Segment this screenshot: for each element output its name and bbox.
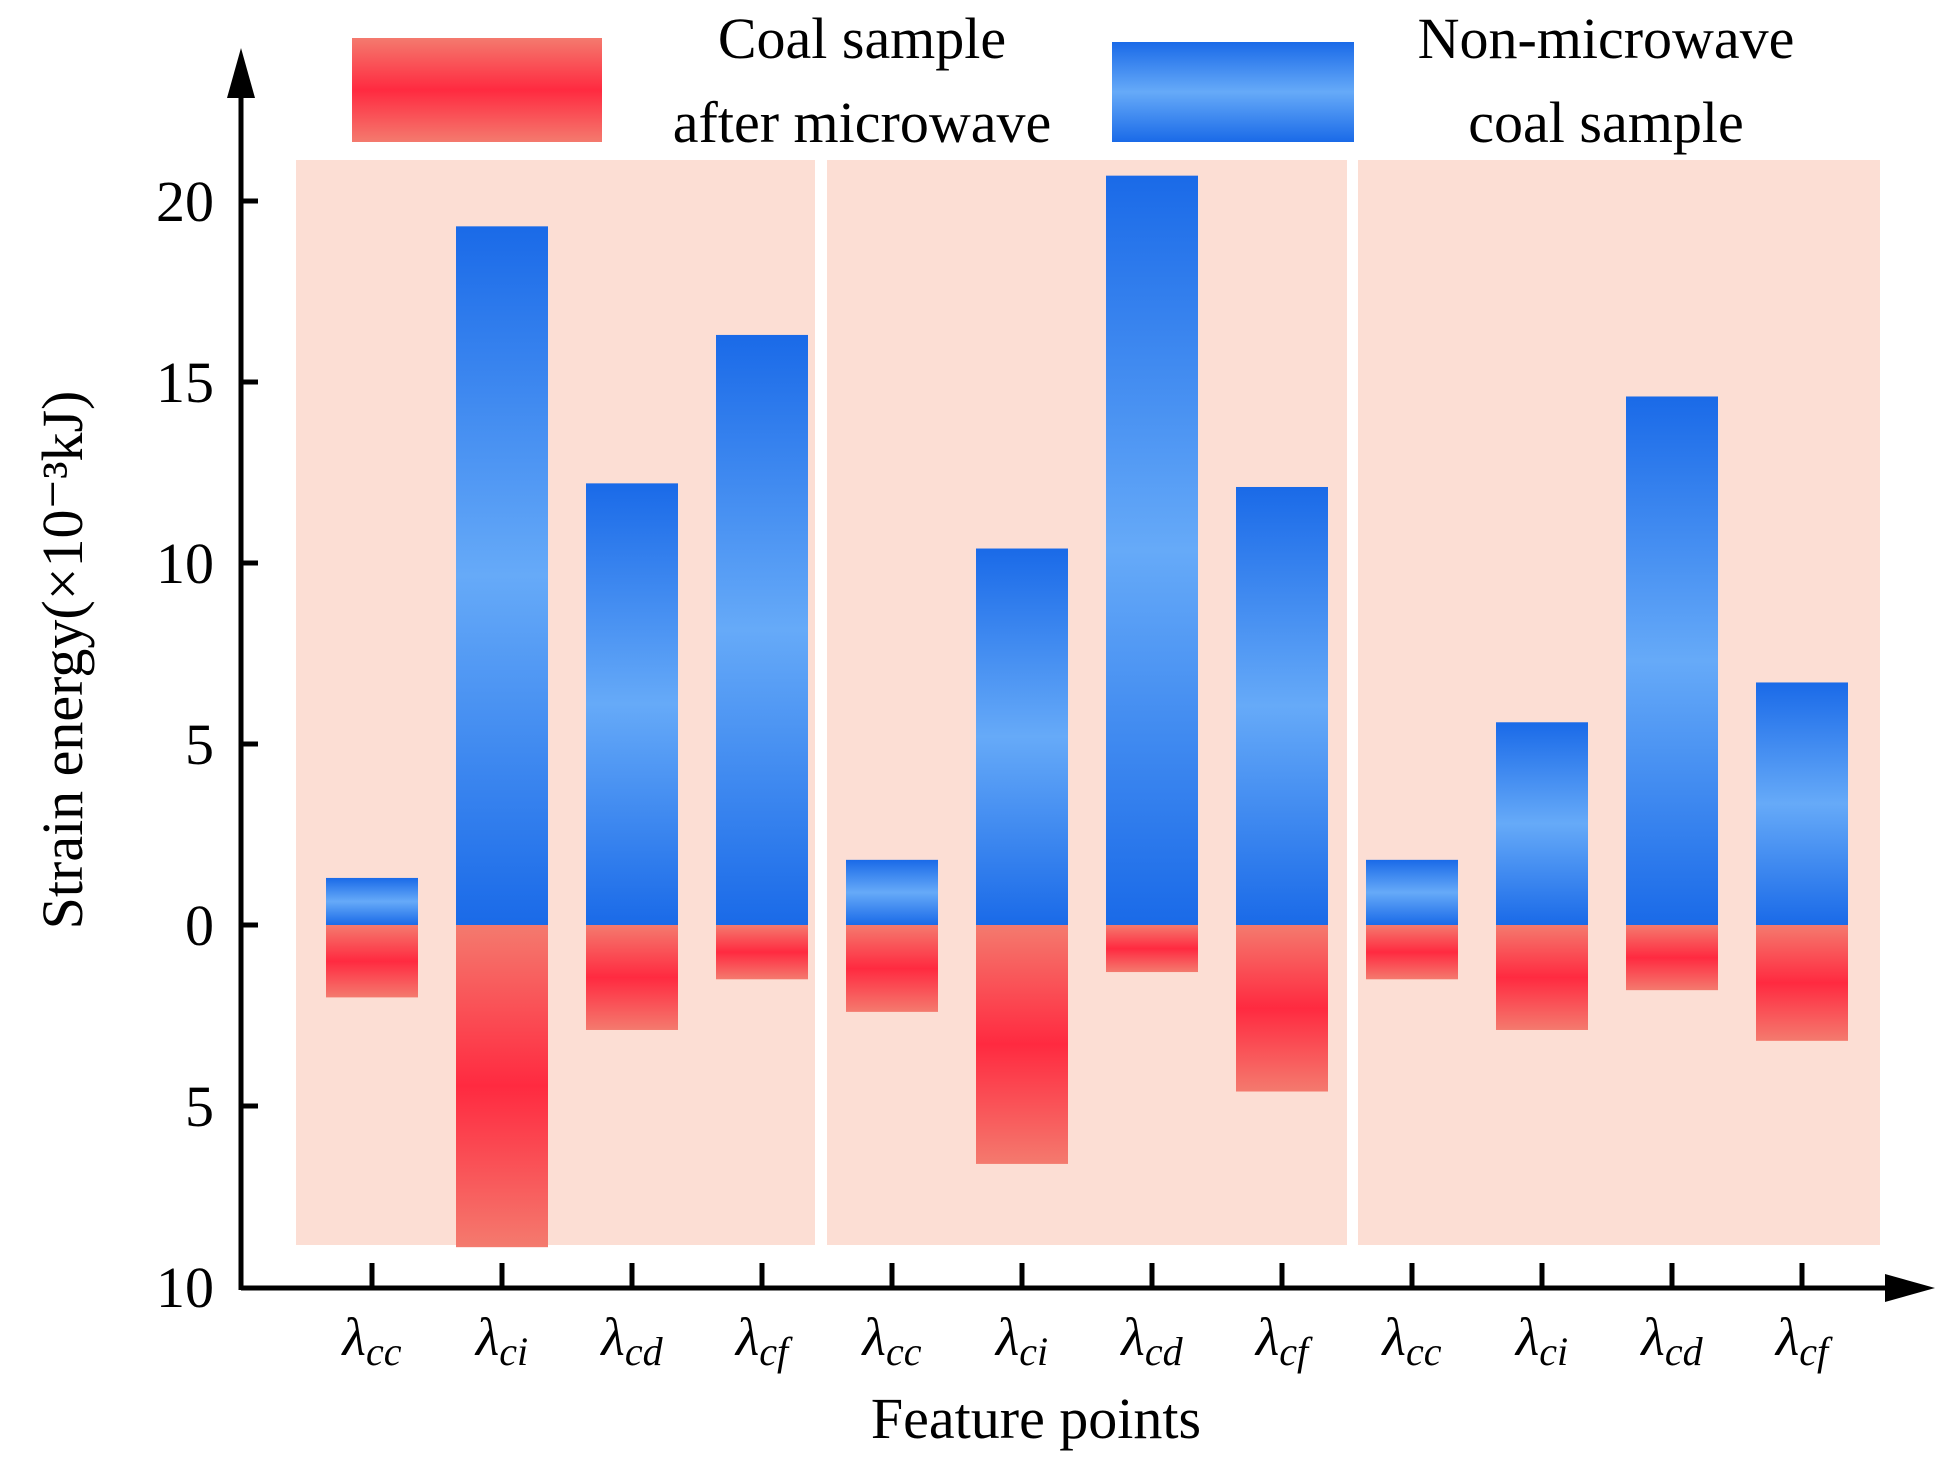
y-tick-label-pos-10: 10	[156, 531, 214, 596]
bar-non-microwave-5	[846, 859, 938, 925]
bar-after-microwave-3	[586, 925, 678, 1030]
bar-after-microwave-9	[1366, 925, 1458, 980]
bar-non-microwave-8	[1236, 486, 1328, 925]
x-axis-title: Feature points	[871, 1386, 1201, 1451]
bar-non-microwave-3	[586, 483, 678, 925]
legend-label-after-microwave-line1: Coal sample	[718, 6, 1006, 71]
legend-label-non-microwave-line1: Non-microwave	[1418, 6, 1795, 71]
x-ticks: λcc λci λcd λcf λcc λci λcd λcf λcc λci λcd λcf	[341, 1263, 1833, 1374]
bar-non-microwave-2	[456, 226, 548, 926]
bar-after-microwave-10	[1496, 925, 1588, 1030]
bar-non-microwave-11	[1626, 396, 1718, 926]
x-tick-label-8: λcf	[1254, 1307, 1313, 1374]
x-axis-arrow	[1885, 1274, 1935, 1302]
x-tick-label-9: λcc	[1381, 1307, 1442, 1374]
bar-non-microwave-7	[1106, 175, 1198, 925]
y-ticks: 0 5 10 15 20 5 10	[156, 169, 258, 1320]
x-tick-label-6: λci	[994, 1307, 1048, 1374]
bar-non-microwave-12	[1756, 682, 1848, 925]
bar-non-microwave-6	[976, 548, 1068, 925]
bar-after-microwave-7	[1106, 925, 1198, 973]
bars-layer	[326, 175, 1848, 1248]
legend-label-after-microwave-line2: after microwave	[673, 90, 1051, 155]
y-tick-label-pos-15: 15	[156, 350, 214, 415]
y-tick-label-pos-0: 0	[185, 893, 214, 958]
x-tick-label-7: λcd	[1119, 1307, 1183, 1374]
legend-label-non-microwave-line2: coal sample	[1468, 90, 1743, 155]
x-tick-label-1: λcc	[341, 1307, 402, 1374]
x-tick-label-4: λcf	[734, 1307, 793, 1374]
bar-after-microwave-1	[326, 925, 418, 998]
bar-after-microwave-5	[846, 925, 938, 1012]
x-tick-label-10: λci	[1514, 1307, 1568, 1374]
bar-after-microwave-8	[1236, 925, 1328, 1092]
x-tick-label-12: λcf	[1774, 1307, 1833, 1374]
bar-after-microwave-6	[976, 925, 1068, 1164]
bar-non-microwave-1	[326, 877, 418, 925]
y-tick-label-pos-5: 5	[185, 712, 214, 777]
x-tick-label-3: λcd	[599, 1307, 663, 1374]
bar-after-microwave-4	[716, 925, 808, 980]
y-tick-label-neg-10: 10	[156, 1255, 214, 1320]
x-tick-label-11: λcd	[1639, 1307, 1703, 1374]
legend-swatch-non-microwave	[1112, 42, 1354, 142]
bar-after-microwave-2	[456, 925, 548, 1248]
y-axis-arrow	[227, 48, 255, 98]
legend: Coal sample after microwave Non-microwav…	[352, 6, 1794, 155]
y-tick-label-pos-20: 20	[156, 169, 214, 234]
bar-after-microwave-12	[1756, 925, 1848, 1041]
bar-non-microwave-4	[716, 334, 808, 925]
y-tick-label-neg-5: 5	[185, 1074, 214, 1139]
y-axis-title: Strain energy(×10⁻³kJ)	[30, 391, 95, 930]
x-tick-label-5: λcc	[861, 1307, 922, 1374]
bar-non-microwave-10	[1496, 722, 1588, 925]
legend-swatch-after-microwave	[352, 38, 602, 142]
bar-non-microwave-9	[1366, 859, 1458, 925]
x-tick-label-2: λci	[474, 1307, 528, 1374]
bar-after-microwave-11	[1626, 925, 1718, 991]
